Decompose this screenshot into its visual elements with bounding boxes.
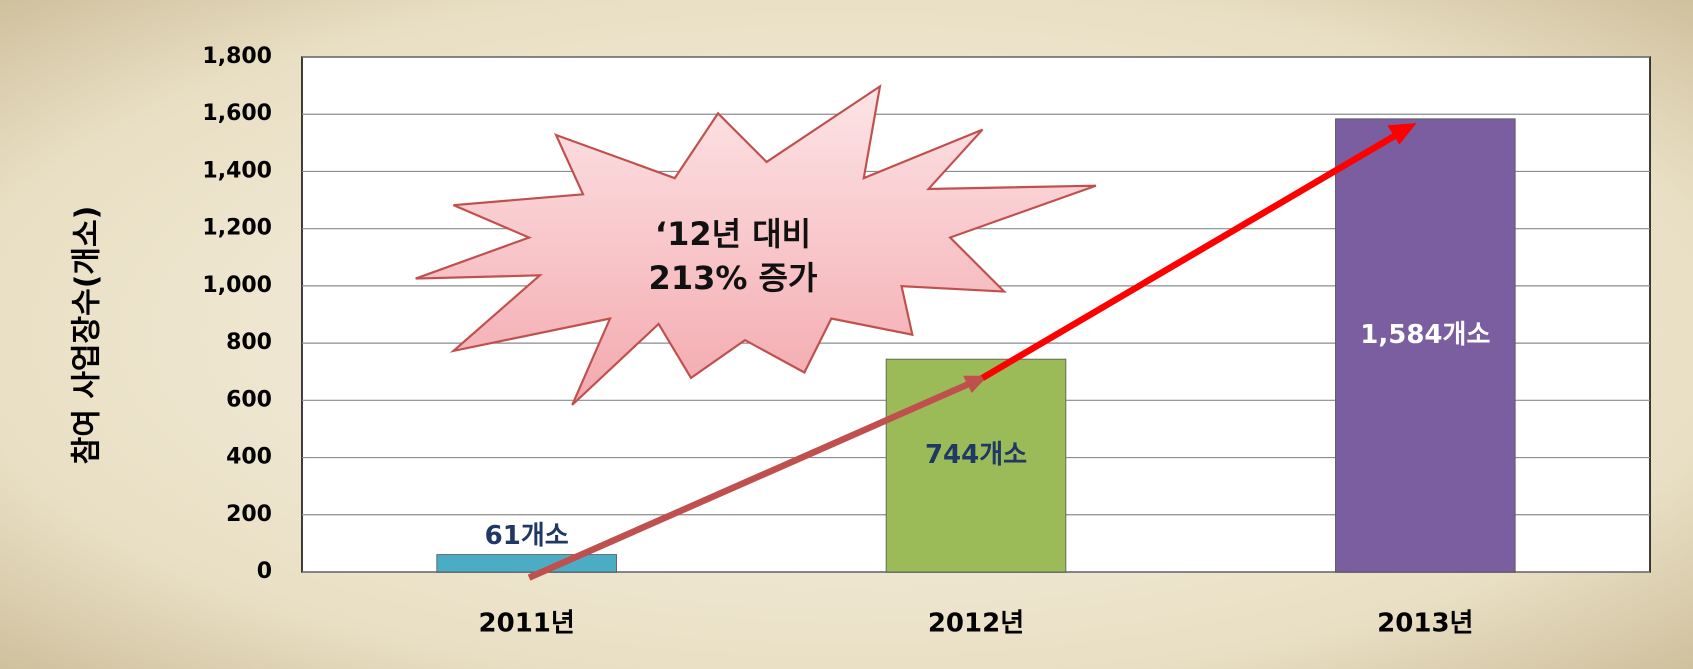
bar: [1335, 118, 1516, 573]
y-tick-label: 1,600: [202, 101, 272, 126]
bar: [885, 358, 1067, 573]
y-tick-label: 1,400: [202, 158, 272, 183]
bar: [436, 554, 617, 573]
trend-arrow: [980, 127, 1406, 381]
y-tick-label: 1,000: [202, 273, 272, 298]
x-tick-label: 2013년: [1377, 609, 1473, 639]
y-tick-label: 800: [226, 330, 272, 355]
starburst: [415, 84, 1097, 406]
y-tick-label: 200: [226, 502, 272, 527]
y-tick-label: 1,200: [202, 216, 272, 241]
annotation-line: 213% 증가: [649, 259, 818, 297]
arrow-head: [963, 375, 988, 394]
x-tick-label: 2012년: [928, 609, 1024, 639]
y-tick-label: 0: [257, 559, 272, 584]
annotation-line: ‘12년 대비: [655, 215, 811, 253]
y-tick-label: 1,800: [202, 44, 272, 69]
data-label: 744개소: [925, 440, 1027, 470]
arrows: [415, 84, 1417, 581]
data-label: 61개소: [485, 521, 569, 551]
trend-arrow: [527, 374, 984, 581]
y-tick-label: 400: [226, 445, 272, 470]
x-tick-label: 2011년: [479, 609, 575, 639]
y-tick-label: 600: [226, 387, 272, 412]
arrow-head: [1387, 123, 1417, 145]
data-label: 1,584개소: [1360, 320, 1490, 350]
y-axis-label: 참여 사업장수(개소): [70, 206, 105, 465]
bars: [436, 118, 1516, 573]
